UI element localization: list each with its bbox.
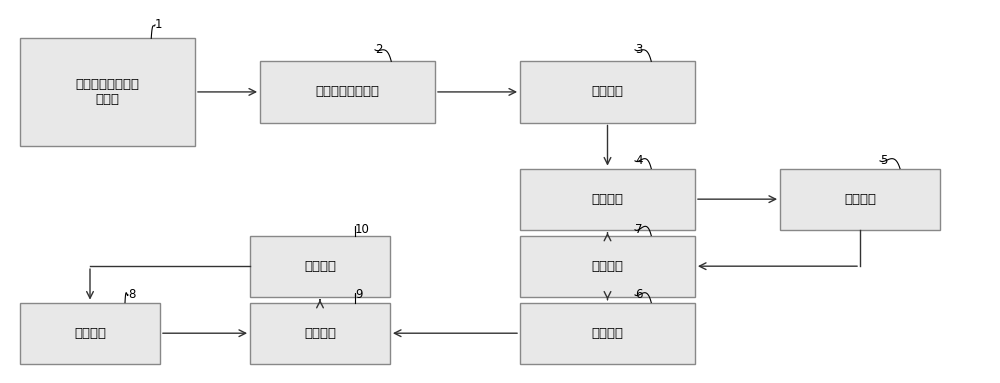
FancyBboxPatch shape: [520, 61, 695, 123]
Text: 1: 1: [155, 18, 162, 31]
Text: 对比模块: 对比模块: [844, 193, 876, 206]
FancyBboxPatch shape: [520, 236, 695, 297]
Text: 循环模块: 循环模块: [592, 260, 624, 273]
Text: 获取模块: 获取模块: [592, 327, 624, 340]
Text: 计数模块: 计数模块: [592, 85, 624, 98]
FancyBboxPatch shape: [520, 303, 695, 364]
Text: 判定模块: 判定模块: [304, 260, 336, 273]
Text: 轮速信号调理模块: 轮速信号调理模块: [316, 85, 380, 98]
FancyBboxPatch shape: [20, 38, 195, 146]
Text: 3: 3: [635, 43, 642, 56]
FancyBboxPatch shape: [20, 303, 160, 364]
Text: 5: 5: [880, 154, 887, 167]
Text: 6: 6: [635, 288, 642, 301]
FancyBboxPatch shape: [260, 61, 435, 123]
Text: 比较模块: 比较模块: [304, 327, 336, 340]
FancyBboxPatch shape: [780, 169, 940, 230]
Text: 7: 7: [635, 223, 642, 236]
Text: 读数模块: 读数模块: [592, 193, 624, 206]
FancyBboxPatch shape: [520, 169, 695, 230]
Text: 存储模块: 存储模块: [74, 327, 106, 340]
Text: 双余度轮速信号采
集模块: 双余度轮速信号采 集模块: [76, 78, 140, 106]
Text: 4: 4: [635, 154, 642, 167]
Text: 10: 10: [355, 223, 370, 236]
Text: 2: 2: [375, 43, 382, 56]
Text: 9: 9: [355, 288, 362, 301]
Text: 8: 8: [128, 288, 135, 301]
FancyBboxPatch shape: [250, 236, 390, 297]
FancyBboxPatch shape: [250, 303, 390, 364]
